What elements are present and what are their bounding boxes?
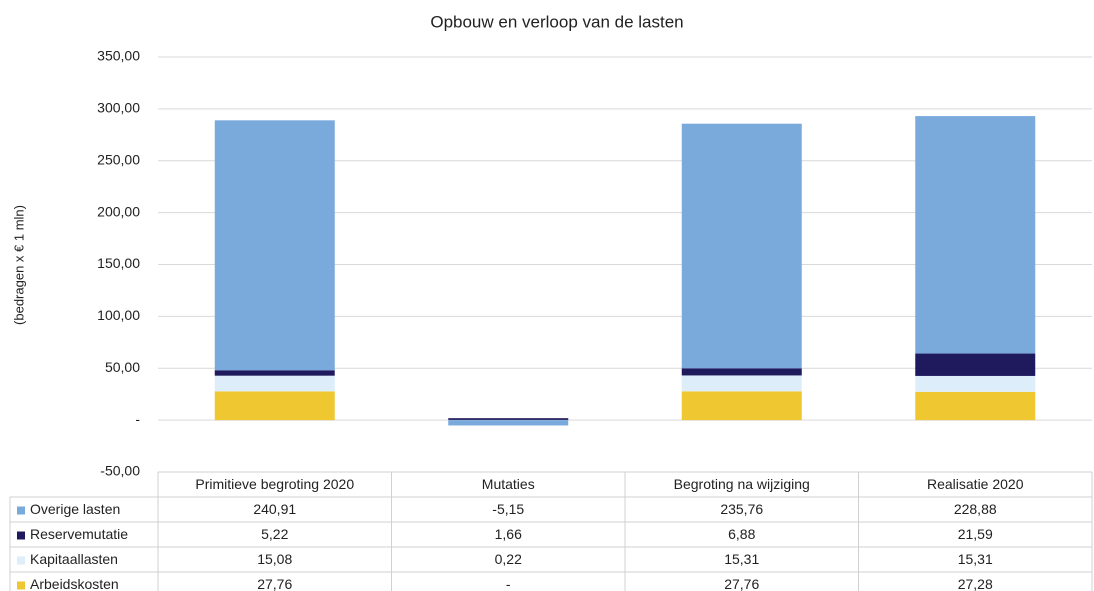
- table-cell: 235,76: [720, 501, 763, 517]
- bar-segment: [214, 375, 335, 392]
- legend-label: Arbeidskosten: [30, 576, 119, 591]
- table-cell: 15,08: [257, 551, 292, 567]
- y-tick-label: 300,00: [97, 100, 140, 116]
- y-tick-label: 100,00: [97, 307, 140, 323]
- x-tick-label: Primitieve begroting 2020: [195, 476, 354, 492]
- bar-segment: [915, 391, 1036, 421]
- bar-segment: [214, 120, 335, 371]
- bar-segment: [915, 353, 1036, 376]
- bar-segment: [214, 370, 335, 376]
- y-tick-label: -: [135, 411, 140, 427]
- table-cell: 6,88: [728, 526, 755, 542]
- table-cell: 27,76: [257, 576, 292, 591]
- bar-segment: [214, 391, 335, 421]
- legend-swatch: [17, 581, 25, 590]
- table-cell: 27,28: [958, 576, 993, 591]
- table-cell: 5,22: [261, 526, 288, 542]
- bar-segment: [915, 375, 1036, 392]
- table-cell: 27,76: [724, 576, 759, 591]
- x-tick-label: Realisatie 2020: [927, 476, 1024, 492]
- table-cell: 228,88: [954, 501, 997, 517]
- y-tick-label: -50,00: [100, 463, 140, 479]
- table-cell: 21,59: [958, 526, 993, 542]
- bar-segment: [681, 375, 802, 392]
- table-cell: 0,22: [495, 551, 522, 567]
- bar-segment: [448, 420, 569, 426]
- legend-label: Overige lasten: [30, 501, 120, 517]
- y-axis-label: (bedragen x € 1 mln): [11, 205, 26, 325]
- table-cell: 240,91: [253, 501, 296, 517]
- x-tick-label: Mutaties: [482, 476, 535, 492]
- bar-segment: [448, 418, 569, 420]
- y-tick-label: 350,00: [97, 48, 140, 64]
- legend-swatch: [17, 506, 25, 515]
- y-tick-label: 150,00: [97, 255, 140, 271]
- table-cell: 15,31: [724, 551, 759, 567]
- y-tick-label: 250,00: [97, 151, 140, 167]
- table-cell: -: [506, 576, 511, 591]
- legend-swatch: [17, 556, 25, 565]
- bar-segment: [915, 116, 1036, 354]
- legend-label: Kapitaallasten: [30, 551, 118, 567]
- table-cell: -5,15: [492, 501, 524, 517]
- table-cell: 15,31: [958, 551, 993, 567]
- bar-segment: [681, 391, 802, 421]
- table-cell: 1,66: [495, 526, 522, 542]
- bar-segment: [681, 123, 802, 369]
- chart-title: Opbouw en verloop van de lasten: [430, 12, 683, 31]
- y-tick-label: 50,00: [105, 359, 140, 375]
- legend-swatch: [17, 531, 25, 540]
- bar-segment: [681, 368, 802, 376]
- y-tick-label: 200,00: [97, 203, 140, 219]
- legend-label: Reservemutatie: [30, 526, 128, 542]
- x-tick-label: Begroting na wijziging: [674, 476, 810, 492]
